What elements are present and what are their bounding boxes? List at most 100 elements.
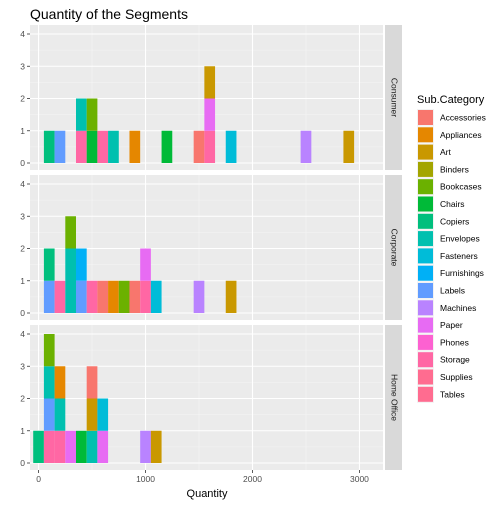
bar-segment-chairs: [161, 130, 173, 163]
bar-segment-envelopes: [108, 130, 119, 163]
bar-segment-accessories: [193, 130, 205, 163]
legend-label: Paper: [440, 320, 463, 330]
y-tick-label: 1: [20, 426, 25, 436]
legend-label: Binders: [440, 164, 469, 174]
x-axis-label: Quantity: [187, 488, 228, 500]
facet-strip: [385, 175, 402, 320]
x-tick-label: 2000: [243, 474, 262, 484]
y-tick-label: 0: [20, 158, 25, 168]
legend-label: Machines: [440, 303, 476, 313]
facet-strip-label: Home Office: [389, 374, 399, 421]
bar-segment-envelopes: [75, 98, 87, 131]
y-tick-label: 2: [20, 94, 25, 104]
facet-strip-label: Consumer: [389, 78, 399, 117]
facet-panel-0: 0 1 2 3 4 Consumer: [20, 25, 402, 170]
bar-segment-art: [86, 398, 98, 431]
legend-item: Chairs: [417, 195, 465, 213]
bar-segment-storage: [75, 130, 87, 163]
facet-panel-2: 0 1 2 3 4 Home Office: [20, 325, 402, 470]
legend-label: Art: [440, 147, 452, 157]
legend-swatch: [418, 386, 433, 402]
bar-segment-machines: [140, 430, 151, 463]
y-tick-label: 0: [20, 308, 25, 318]
x-tick-label: 3000: [350, 474, 369, 484]
bar-segment-accessories: [97, 280, 109, 313]
bar-segment-envelopes: [54, 398, 66, 431]
y-tick-label: 4: [20, 329, 25, 339]
x-tick-label: 0: [36, 474, 41, 484]
legend-item: Storage: [417, 351, 470, 369]
bar-segment-copiers: [43, 130, 55, 163]
bar-segment-labels: [54, 130, 66, 163]
facet-panel-1: 0 1 2 3 4 Corporate: [20, 175, 402, 320]
legend-swatch: [418, 334, 433, 350]
legend-swatch: [418, 144, 433, 160]
legend-swatch: [418, 110, 433, 125]
legend-swatch: [418, 300, 433, 316]
bar-segment-art: [204, 66, 216, 99]
bar-segment-envelopes: [43, 366, 55, 399]
legend-label: Labels: [440, 286, 465, 296]
legend-label: Tables: [440, 389, 465, 399]
bar-segment-machines: [300, 130, 312, 163]
facet-strip: [385, 25, 402, 170]
legend-item: Appliances: [417, 126, 482, 144]
legend-label: Phones: [440, 337, 469, 347]
chart-title: Quantity of the Segments: [30, 6, 188, 22]
bar-segment-accessories: [86, 366, 98, 399]
legend-item: Machines: [417, 299, 476, 317]
legend-item: Fasteners: [417, 247, 478, 265]
bar-segment-bookcases: [118, 280, 130, 313]
bar-segment-storage: [97, 130, 109, 163]
bar-segment-furnishings: [75, 248, 87, 281]
legend-label: Appliances: [440, 130, 482, 140]
bar-segment-fasteners: [225, 130, 237, 163]
bar-segment-storage: [43, 430, 55, 463]
legend-swatch: [418, 265, 433, 281]
bar-segment-copiers: [33, 430, 44, 463]
bar-segment-envelopes: [86, 430, 98, 463]
bar-segment-accessories: [129, 280, 141, 313]
legend-item: Binders: [417, 160, 469, 178]
bar-segment-paper: [65, 430, 76, 463]
y-tick-label: 4: [20, 29, 25, 39]
y-tick-label: 1: [20, 126, 25, 136]
bar-segment-appliances: [54, 366, 66, 399]
legend-label: Storage: [440, 355, 470, 365]
legend-label: Envelopes: [440, 234, 480, 244]
bar-segment-chairs: [75, 430, 87, 463]
bar-segment-storage: [204, 130, 216, 163]
bar-segment-envelopes: [65, 248, 76, 313]
facet-strip-label: Corporate: [389, 229, 399, 267]
bar-segment-fasteners: [150, 280, 162, 313]
bar-segment-art: [343, 130, 355, 163]
legend-item: Phones: [417, 333, 469, 351]
legend-title: Sub.Category: [417, 94, 485, 106]
legend-item: Labels: [417, 282, 465, 299]
bar-segment-labels: [75, 280, 87, 313]
bar-segment-art: [150, 430, 162, 463]
legend-item: Bookcases: [417, 178, 482, 196]
y-tick-label: 2: [20, 394, 25, 404]
legend-item: Accessories: [417, 109, 486, 126]
legend-label: Bookcases: [440, 182, 482, 192]
legend-swatch: [418, 213, 433, 229]
y-tick-label: 0: [20, 458, 25, 468]
bar-segment-labels: [43, 398, 55, 431]
legend-swatch: [418, 283, 433, 298]
bar-segment-appliances: [129, 130, 141, 163]
legend-swatch: [418, 369, 433, 385]
bar-segment-labels: [43, 280, 55, 313]
x-tick-label: 1000: [136, 474, 155, 484]
legend-label: Copiers: [440, 216, 469, 226]
legend-swatch: [418, 161, 433, 177]
legend-swatch: [418, 196, 433, 212]
legend-label: Chairs: [440, 199, 465, 209]
bar-segment-copiers: [43, 248, 55, 281]
y-tick-label: 1: [20, 276, 25, 286]
legend-label: Furnishings: [440, 268, 484, 278]
legend-item: Paper: [417, 316, 463, 334]
bar-segment-paper: [97, 430, 109, 463]
legend-item: Supplies: [417, 368, 473, 386]
